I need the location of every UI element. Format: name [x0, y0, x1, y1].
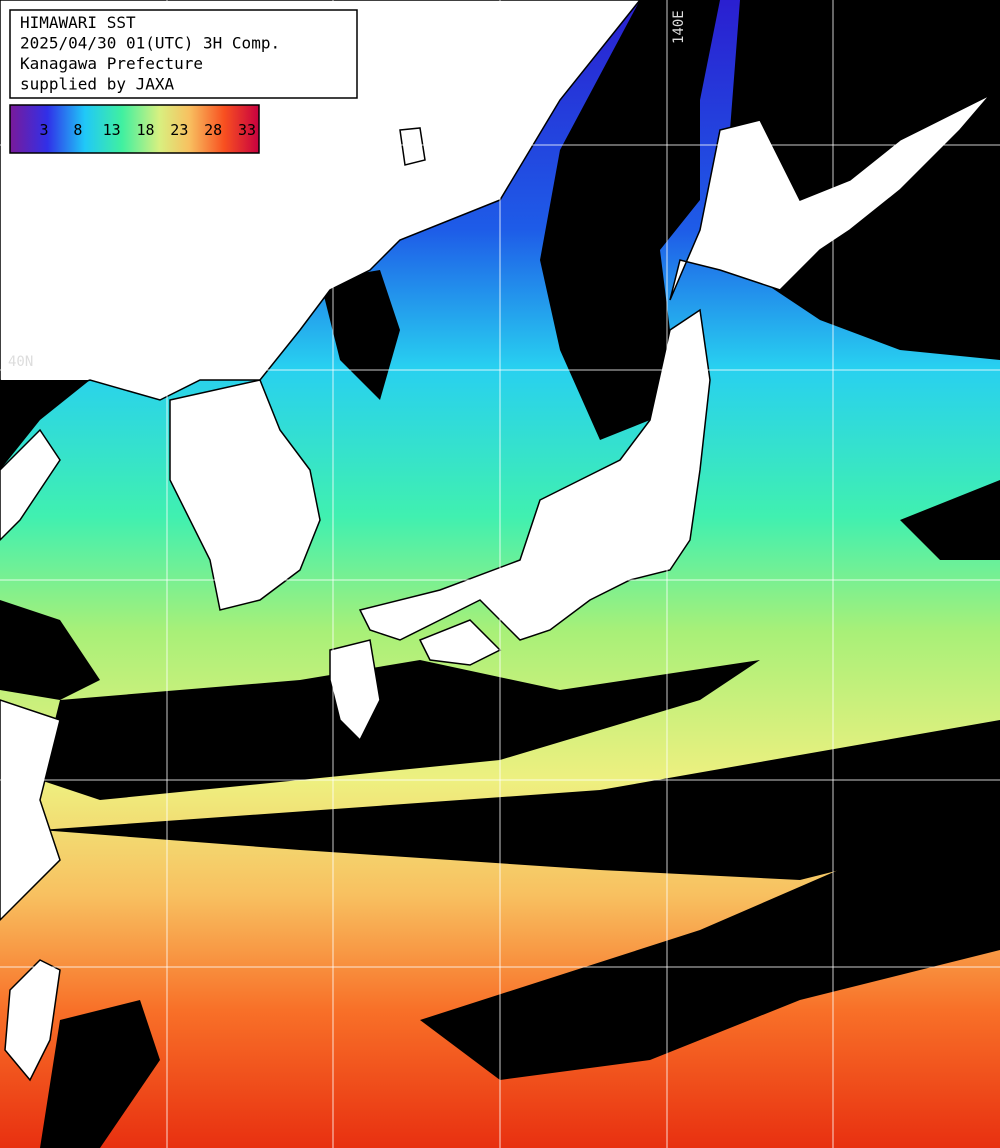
colorbar-tick-label: 28	[204, 121, 222, 139]
info-line: supplied by JAXA	[20, 75, 174, 94]
colorbar-ticks: 3 8 13 18 23 28 33	[39, 121, 256, 139]
colorbar-tick-label: 23	[170, 121, 188, 139]
colorbar-tick-label: 13	[103, 121, 121, 139]
latitude-label: 40N	[8, 354, 33, 370]
colorbar-tick-label: 3	[39, 121, 48, 139]
info-line: HIMAWARI SST	[20, 13, 136, 32]
info-box	[9, 9, 358, 99]
colorbar-tick-label: 33	[238, 121, 256, 139]
colorbar	[9, 104, 260, 154]
info-line: Kanagawa Prefecture	[20, 54, 203, 73]
info-text: HIMAWARI SST 2025/04/30 01(UTC) 3H Comp.K…	[20, 13, 280, 94]
land	[0, 0, 991, 1082]
colorbar-tick-label: 8	[73, 121, 82, 139]
longitude-label: 140E	[671, 10, 687, 44]
colorbar-tick-label: 18	[136, 121, 154, 139]
info-line: 2025/04/30 01(UTC) 3H Comp.	[20, 34, 280, 53]
